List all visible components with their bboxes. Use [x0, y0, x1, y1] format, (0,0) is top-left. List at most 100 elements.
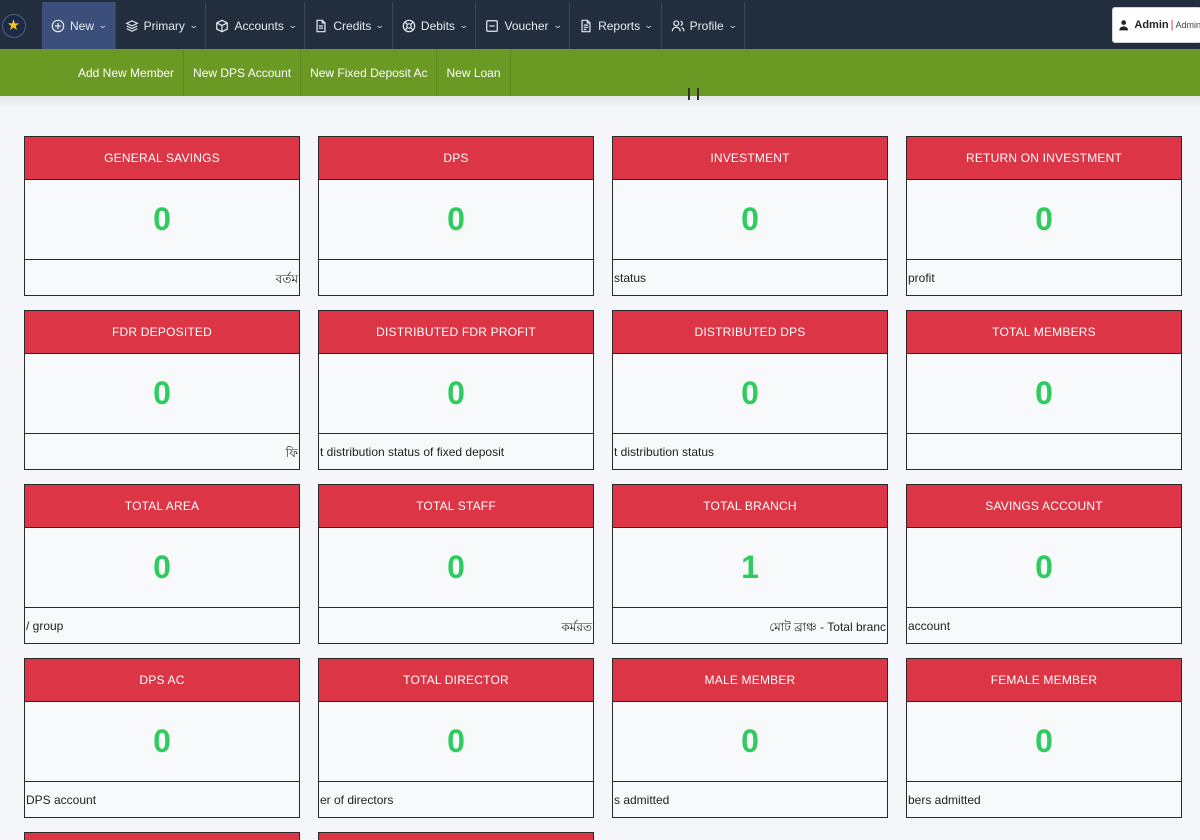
stat-card-footer: মোট ব্রাঞ্চ - Total branc — [613, 608, 887, 643]
stat-card[interactable]: MALE MEMBER 0 s admitted — [612, 658, 888, 818]
add-new-member-link[interactable]: Add New Member — [69, 49, 185, 96]
stat-card-value: 0 — [907, 702, 1181, 782]
stat-card-title: DISTRIBUTED DPS — [613, 311, 887, 354]
menu-reports[interactable]: Reports ⌄ — [570, 2, 662, 49]
stat-card[interactable]: INVESTMENT 0 status — [612, 136, 888, 296]
chevron-down-icon: ⌄ — [727, 20, 738, 30]
stat-card-value: 0 — [25, 528, 299, 608]
stat-card[interactable]: TOTAL AREA 0 / group — [24, 484, 300, 644]
stat-card-footer: er of directors — [319, 782, 593, 817]
stat-card-footer: profit — [907, 260, 1181, 295]
user-separator: | — [1170, 19, 1174, 31]
plus-circle-icon — [51, 19, 65, 33]
menu-voucher[interactable]: Voucher ⌄ — [476, 2, 571, 49]
stat-card-value: 0 — [319, 354, 593, 434]
stat-card[interactable]: FDR DEPOSITED 0 ফি — [24, 310, 300, 470]
stat-card[interactable]: TOTAL BRANCH 1 মোট ব্রাঞ্চ - Total branc — [612, 484, 888, 644]
stat-card[interactable]: GENERAL SAVINGS 0 বর্তম — [24, 136, 300, 296]
stat-card-footer: DPS account — [25, 782, 299, 817]
new-loan-link[interactable]: New Loan — [437, 49, 511, 96]
user-icon — [1119, 20, 1129, 31]
menu-label: Debits — [420, 18, 455, 33]
stat-card-title: TOTAL DIRECTOR — [319, 659, 593, 702]
menu-label: Profile — [689, 18, 724, 33]
stat-card[interactable]: DPS AC 0 DPS account — [24, 658, 300, 818]
stat-card[interactable]: DISTRIBUTED DPS 0 t distribution status — [612, 310, 888, 470]
chevron-down-icon: ⌄ — [287, 20, 298, 30]
life-buoy-icon — [402, 19, 416, 33]
chevron-down-icon: ⌄ — [375, 20, 386, 30]
stat-card-value: 0 — [25, 354, 299, 434]
stat-card-title: RETURN ON INVESTMENT — [907, 137, 1181, 180]
top-navbar: ★ New ⌄ Primary ⌄ Accounts ⌄ Credits ⌄ D… — [0, 0, 1200, 49]
users-icon — [671, 19, 685, 33]
user-menu-button[interactable]: Admin | Admin — [1112, 7, 1200, 43]
stat-card-value: 1 — [613, 528, 887, 608]
stat-card-value: 0 — [907, 354, 1181, 434]
stat-card-value: 0 — [319, 528, 593, 608]
file-icon — [314, 19, 328, 33]
stat-card-value: 0 — [319, 180, 593, 260]
stat-card-title: FDR DEPOSITED — [25, 311, 299, 354]
stat-card-footer-text: bers admitted — [908, 793, 981, 807]
brand-logo[interactable]: ★ — [0, 2, 27, 49]
stat-card-footer-text: profit — [908, 271, 935, 285]
menu-label: Voucher — [504, 18, 549, 33]
stat-card[interactable]: TOTAL STAFF 0 কর্মরত — [318, 484, 594, 644]
menu-credits[interactable]: Credits ⌄ — [305, 2, 393, 49]
stat-card[interactable]: RETURN ON INVESTMENT 0 profit — [906, 136, 1182, 296]
menu-label: Accounts — [234, 18, 284, 33]
menu-new[interactable]: New ⌄ — [42, 2, 116, 49]
stat-card-title: DPS AC — [25, 659, 299, 702]
stat-card-footer: account — [907, 608, 1181, 643]
stat-card-title: SAVINGS ACCOUNT — [907, 485, 1181, 528]
chevron-down-icon: ⌄ — [458, 20, 469, 30]
stat-card[interactable]: TOTAL DIRECTOR 0 er of directors — [318, 658, 594, 818]
stat-card-title: INVESTMENT — [613, 137, 887, 180]
menu-debits[interactable]: Debits ⌄ — [393, 2, 477, 49]
card-header-partial — [318, 832, 594, 840]
stat-card-value: 0 — [613, 354, 887, 434]
stat-card-footer-text: status — [614, 271, 647, 285]
stat-card-footer-text: / group — [26, 619, 64, 633]
new-dps-account-link[interactable]: New DPS Account — [184, 49, 302, 96]
stat-card-footer-text: er of directors — [320, 793, 394, 807]
stat-card-value: 0 — [25, 180, 299, 260]
stat-card-footer-text: মোট ব্রাঞ্চ - Total branc — [769, 620, 886, 634]
stat-card-footer-text: t distribution status of fixed deposit — [320, 445, 505, 459]
chevron-down-icon: ⌄ — [552, 20, 563, 30]
menu-accounts[interactable]: Accounts ⌄ — [206, 2, 306, 49]
stat-card[interactable]: DPS 0 — [318, 136, 594, 296]
stat-card-footer-text: t distribution status — [614, 445, 715, 459]
stat-card-footer — [907, 434, 1181, 469]
stat-card[interactable]: SAVINGS ACCOUNT 0 account — [906, 484, 1182, 644]
box-icon — [215, 19, 229, 33]
stat-card-footer: t distribution status — [613, 434, 887, 469]
stat-card-value: 0 — [25, 702, 299, 782]
stat-card-title: TOTAL AREA — [25, 485, 299, 528]
menu-primary[interactable]: Primary ⌄ — [116, 2, 207, 49]
stat-card-footer: s admitted — [613, 782, 887, 817]
stat-card-value: 0 — [613, 702, 887, 782]
new-fixed-deposit-link[interactable]: New Fixed Deposit Ac — [301, 49, 438, 96]
menu-label: New — [70, 18, 95, 33]
menu-profile[interactable]: Profile ⌄ — [662, 2, 746, 49]
stat-card-title: MALE MEMBER — [613, 659, 887, 702]
stat-card-footer-text: account — [908, 619, 951, 633]
stat-card[interactable]: FEMALE MEMBER 0 bers admitted — [906, 658, 1182, 818]
stat-card[interactable]: TOTAL MEMBERS 0 — [906, 310, 1182, 470]
stat-card[interactable]: DISTRIBUTED FDR PROFIT 0 t distribution st… — [318, 310, 594, 470]
user-role: Admin — [1175, 20, 1200, 30]
file-text-icon — [579, 19, 593, 33]
stat-card-footer: কর্মরত — [319, 608, 593, 643]
stat-card-footer: status — [613, 260, 887, 295]
main-menu: New ⌄ Primary ⌄ Accounts ⌄ Credits ⌄ Deb… — [42, 2, 746, 49]
star-icon: ★ — [1, 13, 26, 38]
minus-square-icon — [485, 19, 499, 33]
chevron-down-icon: ⌄ — [97, 20, 108, 30]
stat-card-footer-text: বর্তম — [275, 272, 298, 286]
stat-card-title: DISTRIBUTED FDR PROFIT — [319, 311, 593, 354]
content-top-shadow — [0, 88, 1200, 108]
layers-icon — [124, 19, 139, 33]
stat-card-title: DPS — [319, 137, 593, 180]
